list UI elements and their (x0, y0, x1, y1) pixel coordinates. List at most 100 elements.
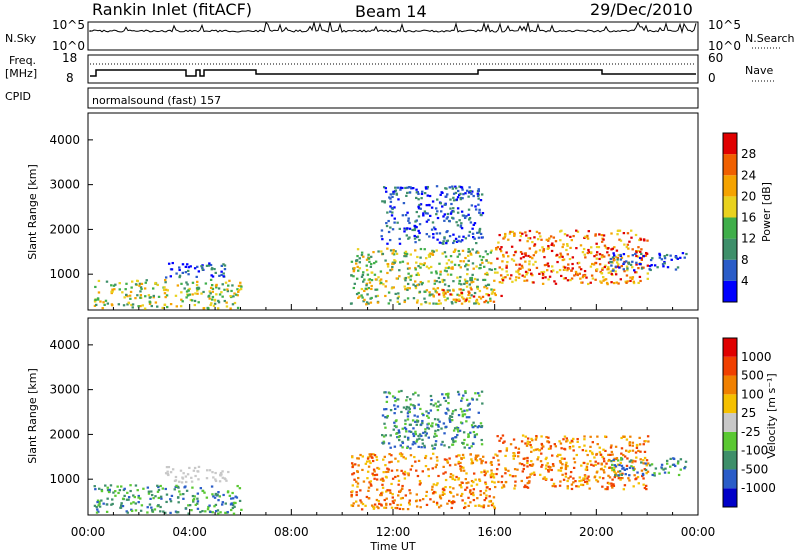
data-cell (138, 282, 142, 285)
data-cell (177, 486, 180, 489)
data-cell (520, 479, 523, 483)
data-cell (470, 204, 474, 207)
data-cell (228, 494, 232, 497)
data-cell (178, 266, 181, 269)
data-cell (473, 222, 477, 225)
data-cell (589, 265, 593, 268)
data-cell (383, 391, 386, 394)
data-cell (401, 260, 405, 263)
data-cell (486, 283, 490, 286)
data-cell (415, 493, 419, 496)
data-cell (390, 460, 393, 463)
data-cell (231, 503, 235, 507)
data-cell (408, 489, 411, 492)
data-cell (501, 260, 504, 263)
data-cell (561, 255, 564, 258)
data-cell (446, 216, 449, 219)
data-cell (414, 460, 417, 463)
data-cell (418, 223, 422, 226)
data-cell (356, 470, 359, 473)
data-cell (496, 435, 499, 438)
data-cell (110, 303, 114, 306)
data-cell (98, 502, 101, 505)
data-cell (386, 247, 389, 250)
data-cell (502, 484, 505, 487)
data-cell (397, 479, 401, 482)
data-cell (448, 235, 452, 238)
data-cell (547, 436, 550, 439)
data-cell (562, 478, 566, 481)
nave-tick-bottom: 0 (708, 71, 716, 85)
data-cell (452, 487, 455, 490)
data-cell (548, 275, 552, 278)
data-cell (408, 191, 412, 194)
data-cell (621, 467, 624, 470)
data-cell (595, 452, 599, 456)
data-cell (539, 460, 543, 463)
data-cell (449, 293, 452, 296)
data-cell (619, 461, 622, 464)
colorbar-segment (723, 488, 737, 507)
data-cell (572, 445, 575, 448)
data-cell (397, 483, 400, 486)
data-cell (458, 253, 461, 256)
data-cell (401, 427, 404, 430)
data-cell (615, 249, 619, 252)
data-cell (607, 254, 611, 257)
data-cell (631, 260, 634, 263)
data-cell (477, 425, 481, 428)
data-cell (422, 263, 425, 267)
data-cell (114, 490, 117, 493)
data-cell (462, 456, 466, 459)
data-cell (361, 455, 365, 458)
data-cell (526, 486, 530, 489)
data-cell (515, 270, 518, 273)
data-cell (640, 258, 644, 261)
data-cell (627, 247, 630, 250)
data-cell (435, 185, 439, 188)
data-cell (471, 227, 474, 230)
data-cell (624, 280, 627, 283)
data-cell (669, 465, 672, 468)
data-cell (562, 438, 565, 441)
data-cell (504, 468, 508, 471)
data-cell (631, 276, 635, 279)
data-cell (542, 249, 545, 252)
data-cell (394, 260, 397, 263)
data-cell (472, 430, 476, 434)
data-cell (432, 250, 436, 253)
data-cell (459, 288, 462, 291)
y-tick-label: 4000 (49, 338, 80, 352)
data-cell (382, 442, 385, 445)
data-cell (531, 439, 534, 442)
data-cell (476, 278, 479, 281)
data-cell (436, 238, 439, 241)
data-cell (398, 452, 402, 456)
data-cell (189, 265, 192, 268)
data-cell (458, 219, 461, 222)
data-cell (471, 232, 475, 235)
data-cell (180, 298, 183, 301)
data-cell (401, 446, 404, 449)
data-cell (396, 297, 400, 300)
data-cell (494, 293, 497, 297)
data-cell (478, 295, 481, 299)
data-cell (520, 440, 524, 443)
data-cell (416, 299, 419, 302)
data-cell (634, 233, 638, 237)
data-cell (362, 271, 365, 274)
data-cell (579, 244, 583, 247)
data-cell (375, 488, 379, 491)
data-cell (474, 208, 478, 211)
data-cell (374, 295, 378, 298)
data-cell (415, 440, 418, 443)
data-cell (644, 440, 647, 443)
data-cell (635, 250, 638, 253)
data-cell (398, 269, 401, 272)
data-cell (558, 268, 562, 272)
data-cell (427, 218, 430, 222)
data-cell (140, 282, 144, 285)
data-cell (477, 454, 480, 457)
colorbar-tick-label: 1000 (741, 350, 772, 364)
data-cell (492, 473, 495, 476)
